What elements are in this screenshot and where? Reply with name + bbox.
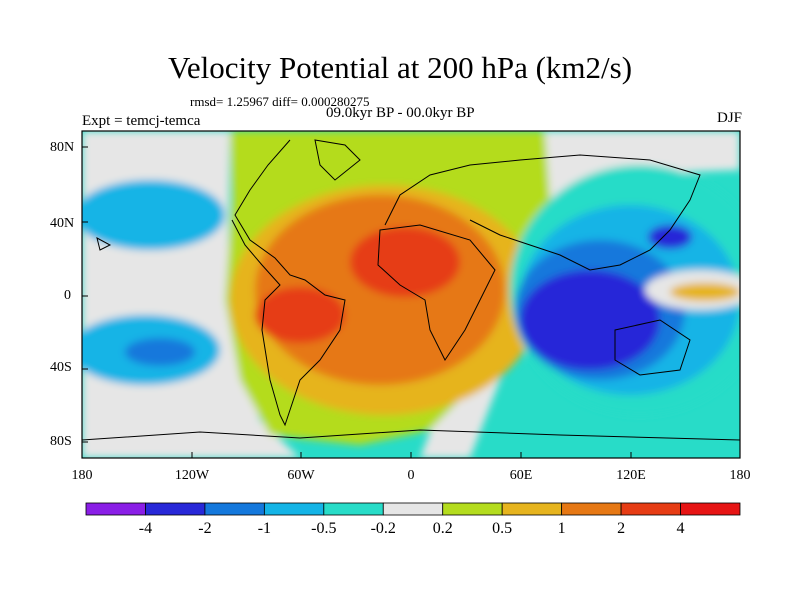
coast-americas <box>231 139 346 427</box>
coast-africa <box>377 224 496 361</box>
colorbar-swatch <box>442 502 503 516</box>
coast-hawaii <box>96 237 112 251</box>
axis-ticks <box>82 146 632 458</box>
colorbar <box>85 502 741 516</box>
colorbar-swatch <box>204 502 265 516</box>
colorbar-label: -2 <box>198 520 212 537</box>
contour-darkblue-japan <box>648 225 692 249</box>
colorbar-label: 4 <box>676 520 685 537</box>
colorbar-label: -0.5 <box>311 520 337 537</box>
colorbar-label: 1 <box>557 520 566 537</box>
colorbar-label: 2 <box>617 520 626 537</box>
experiment-label: Expt = temcj-temca <box>82 113 201 129</box>
stats-text: rmsd= 1.25967 diff= 0.000280275 <box>190 94 370 109</box>
contour-darkblue-east <box>520 270 660 370</box>
colorbar-label: 0.2 <box>432 520 453 537</box>
lat-label-80n: 80N <box>50 140 75 155</box>
season-label: DJF <box>716 110 742 126</box>
lat-label-40s: 40S <box>50 360 72 375</box>
lon-label-180e: 180 <box>729 468 751 483</box>
coast-greenland <box>314 139 361 181</box>
colorbar-swatch <box>561 502 622 516</box>
colorbar-label: 0.5 <box>492 520 513 537</box>
contour-red-africa <box>350 227 460 297</box>
lon-label-180w: 180 <box>71 468 93 483</box>
period-label: 09.0kyr BP - 00.0kyr BP <box>326 105 475 121</box>
lat-label-40n: 40N <box>50 216 75 231</box>
contour-yellow-wpacific <box>670 283 740 301</box>
lat-label-80s: 80S <box>50 434 72 449</box>
lon-label-60w: 60W <box>287 468 315 483</box>
lon-label-0: 0 <box>407 468 415 483</box>
colorbar-label: -0.2 <box>370 520 396 537</box>
coast-antarctica <box>82 429 740 441</box>
colorbar-swatch <box>263 502 325 516</box>
colorbar-swatch <box>145 502 206 516</box>
colorbar-swatch <box>501 502 563 516</box>
colorbar-swatch <box>323 502 384 516</box>
contour-blue-spacific <box>125 338 195 366</box>
contour-red-samerica <box>255 287 345 343</box>
lon-label-60e: 60E <box>509 468 533 483</box>
contour-cyan-npacific <box>82 180 225 250</box>
colorbar-swatch <box>382 502 444 516</box>
map-title: Velocity Potential at 200 hPa (km2/s) <box>167 50 633 85</box>
coastlines <box>82 139 740 441</box>
colorbar-label: -1 <box>257 520 272 537</box>
contour-field <box>82 131 740 458</box>
lon-label-120e: 120E <box>616 468 646 483</box>
coast-australia <box>614 319 691 376</box>
lon-label-120w: 120W <box>174 468 210 483</box>
coast-eurasia <box>384 154 701 271</box>
colorbar-swatch <box>620 502 681 516</box>
lat-label-eq: 0 <box>64 288 71 303</box>
colorbar-swatch <box>680 502 741 516</box>
colorbar-swatch <box>85 502 146 516</box>
colorbar-label: -4 <box>138 520 153 537</box>
